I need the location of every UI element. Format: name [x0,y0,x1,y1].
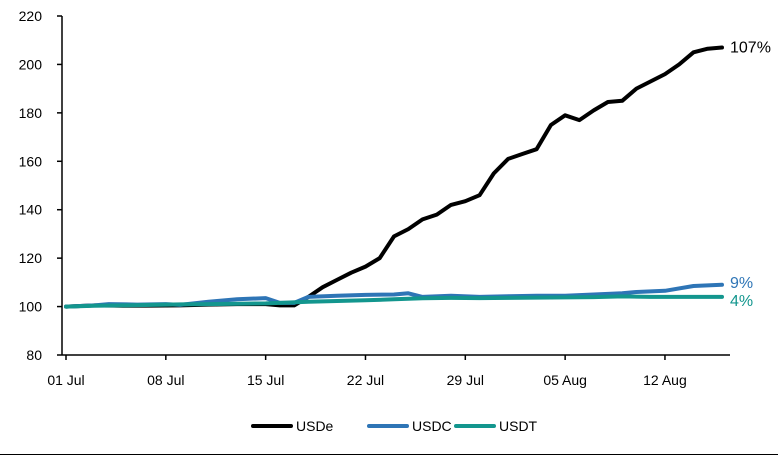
legend-label-usdc: USDC [412,418,452,434]
end-label-usde: 107% [730,39,771,56]
x-tick-label: 05 Aug [543,372,587,388]
y-tick-label: 160 [19,153,43,169]
x-tick-label: 01 Jul [47,372,84,388]
x-tick-label: 29 Jul [447,372,484,388]
y-tick-label: 100 [19,299,43,315]
y-tick-label: 220 [19,8,43,24]
bottom-border-rule [0,454,778,455]
series-line-usde [64,45,724,309]
legend-label-usde: USDe [296,418,334,434]
y-tick-label: 120 [19,250,43,266]
legend: USDe USDC USDT [251,418,538,434]
series-end-labels: 107% 9%4% [730,39,771,309]
x-axis-ticks: 01 Jul 08 Jul 15 Jul 22 Jul 29 Jul 05 Aug 12 A… [47,355,687,388]
series-line-usdt [64,294,724,309]
series-lines [64,45,724,309]
x-tick-label: 15 Jul [247,372,284,388]
x-tick-label: 12 Aug [643,372,687,388]
axes [61,16,730,356]
end-label-usdc: 9% [730,275,753,292]
y-tick-label: 80 [26,347,42,363]
x-tick-label: 08 Jul [147,372,184,388]
legend-label-usdt: USDT [499,418,538,434]
end-label-usdt: 4% [730,293,753,310]
y-tick-label: 140 [19,202,43,218]
y-tick-label: 180 [19,105,43,121]
y-axis-ticks: 80 100 120 140 160 180 200 220 [19,8,62,363]
x-tick-label: 22 Jul [347,372,384,388]
y-tick-label: 200 [19,56,43,72]
